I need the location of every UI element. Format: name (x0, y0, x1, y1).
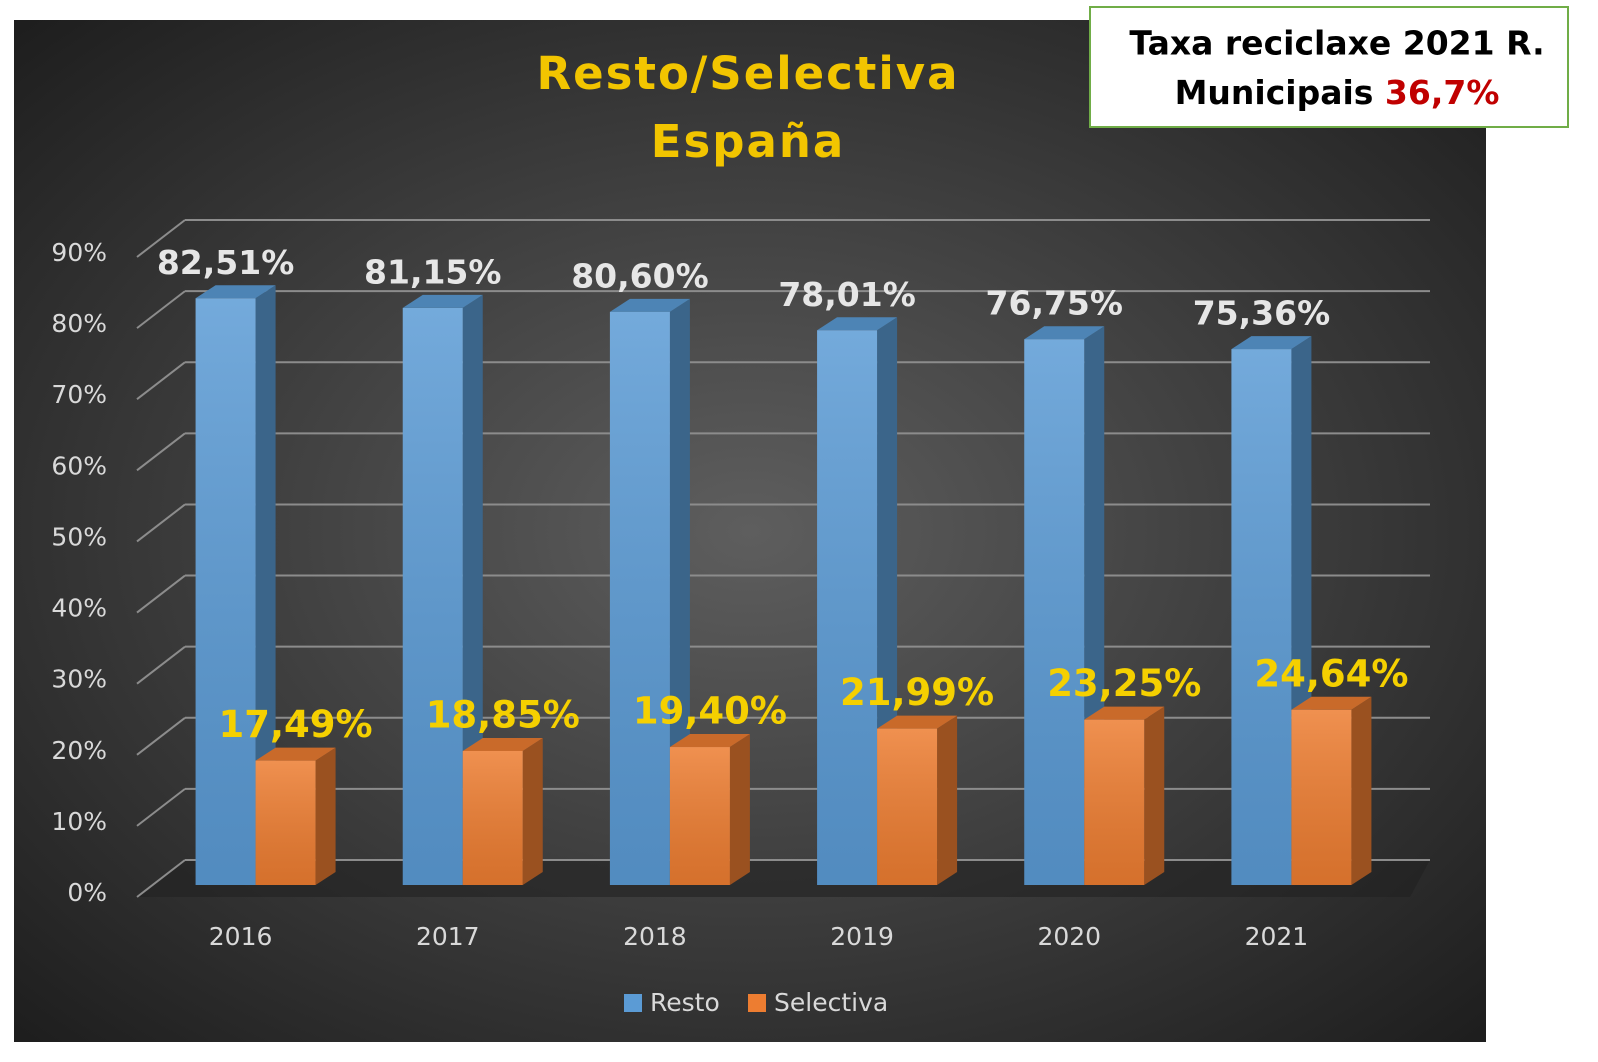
y-tick-label: 0% (67, 878, 107, 907)
bar-side (255, 285, 276, 885)
data-label: 81,15% (364, 252, 501, 291)
bar-side (522, 737, 543, 885)
x-tick-label: 2021 (1245, 922, 1309, 951)
legend-swatch (624, 994, 642, 1012)
y-tick-label: 90% (51, 238, 107, 267)
y-tick-label: 80% (51, 309, 107, 338)
grid-line (136, 432, 186, 472)
legend-label: Resto (650, 988, 720, 1017)
grid-line (136, 290, 186, 329)
chart-title: España (651, 115, 846, 168)
bar-top (1291, 696, 1372, 710)
bar-shade (669, 747, 730, 885)
grid-line (136, 716, 186, 756)
bar-top (1084, 706, 1165, 720)
annotation-text: Taxa reciclaxe 2021 R. (1129, 24, 1544, 63)
grid-line (136, 859, 186, 898)
y-tick-label: 10% (51, 807, 107, 836)
data-label: 17,49% (219, 703, 373, 746)
legend-swatch (748, 994, 766, 1012)
bar-top (609, 298, 690, 312)
data-label: 21,99% (840, 671, 994, 714)
grid-line (136, 645, 186, 685)
bar-top (462, 737, 543, 751)
bar-top (877, 715, 958, 729)
bar-side (937, 715, 958, 885)
bar-shade (195, 298, 256, 885)
grid-line (136, 503, 186, 543)
bar-side (315, 747, 336, 885)
y-tick-label: 50% (51, 522, 107, 551)
bar-top (1024, 326, 1105, 340)
bar-top (255, 747, 336, 761)
bar-shade (1291, 709, 1352, 885)
data-label: 75,36% (1193, 294, 1330, 333)
data-label: 18,85% (426, 693, 580, 736)
bar-shade (1084, 719, 1145, 885)
data-label: 76,75% (986, 284, 1123, 323)
bar-top (402, 294, 483, 308)
data-label: 23,25% (1047, 662, 1201, 705)
x-tick-label: 2016 (209, 922, 273, 951)
bar-top (817, 317, 898, 331)
grid-line (136, 361, 186, 401)
x-tick-label: 2017 (416, 922, 480, 951)
annotation-highlight: 36,7% (1385, 73, 1500, 112)
bar-top (195, 285, 276, 299)
y-tick-label: 30% (51, 665, 107, 694)
data-label: 82,51% (157, 243, 294, 282)
bar-shade (817, 330, 878, 885)
bar-shade (1231, 349, 1292, 885)
grid-line (136, 788, 186, 827)
x-tick-label: 2018 (623, 922, 687, 951)
data-label: 80,60% (571, 256, 708, 295)
bar-side (462, 294, 483, 885)
legend-label: Selectiva (774, 988, 888, 1017)
bar-side (1144, 706, 1165, 885)
data-label: 78,01% (778, 275, 915, 314)
bar-shade (402, 307, 463, 885)
bar-shade (462, 750, 523, 885)
y-tick-label: 70% (51, 380, 107, 409)
bar-top (669, 734, 750, 748)
bar-shade (1024, 339, 1085, 885)
data-label: 24,64% (1254, 652, 1408, 695)
annotation-box (1089, 6, 1569, 128)
bar-side (729, 734, 750, 885)
y-tick-label: 40% (51, 594, 107, 623)
bar-top (1231, 336, 1312, 350)
bar-shade (877, 728, 938, 885)
bar-shade (609, 311, 670, 885)
grid-line (136, 574, 186, 614)
y-tick-label: 20% (51, 736, 107, 765)
x-tick-label: 2019 (830, 922, 894, 951)
y-tick-label: 60% (51, 451, 107, 480)
bar-side (1351, 696, 1372, 885)
data-label: 19,40% (633, 690, 787, 733)
annotation-text: Municipais 36,7% (1175, 73, 1500, 112)
chart-title: Resto/Selectiva (536, 47, 959, 100)
grid-line (136, 219, 186, 258)
bar-shade (255, 760, 316, 885)
x-tick-label: 2020 (1037, 922, 1101, 951)
annotation-text: Municipais (1175, 73, 1374, 112)
